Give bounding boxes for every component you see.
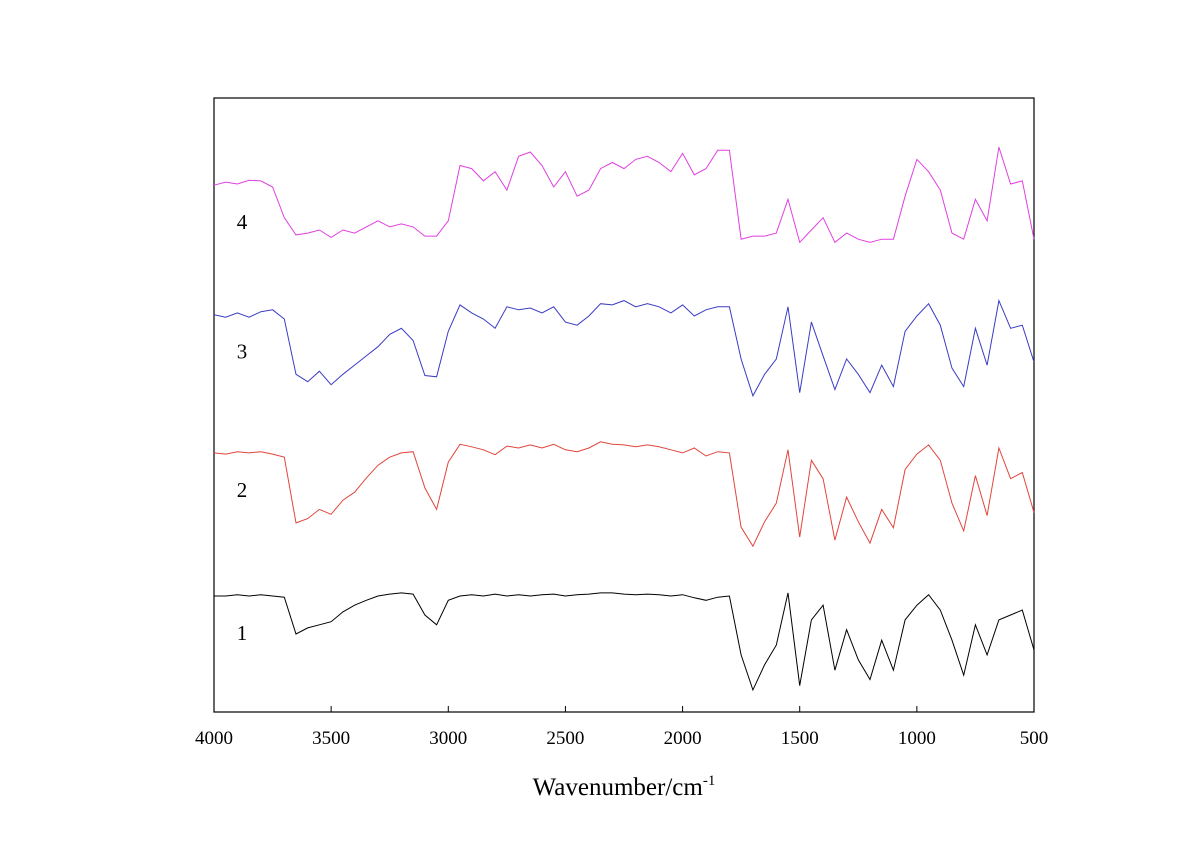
series-label: 2 — [237, 478, 248, 502]
x-tick-label: 3000 — [429, 728, 467, 749]
series-label: 3 — [237, 340, 248, 364]
x-tick-label: 4000 — [195, 728, 233, 749]
x-axis-label: Wavenumber/cm-1 — [533, 773, 716, 801]
x-tick-label: 3500 — [312, 728, 350, 749]
x-axis-label-text: Wavenumber/cm — [533, 774, 704, 801]
x-tick-label: 1000 — [898, 728, 936, 749]
spectrum-line — [213, 441, 1035, 548]
x-tick-label: 1500 — [781, 728, 819, 749]
x-tick-label: 2000 — [664, 728, 702, 749]
plot-frame — [213, 97, 1035, 713]
spectrum-line — [213, 146, 1035, 244]
x-axis-label-superscript: -1 — [703, 773, 716, 789]
spectrum-line — [214, 592, 1035, 692]
x-tick-label: 2500 — [546, 728, 584, 749]
spectrum-line — [213, 298, 1035, 398]
series-label: 4 — [237, 210, 248, 234]
x-tick-label: 500 — [1020, 728, 1049, 749]
series-label: 1 — [237, 621, 248, 645]
